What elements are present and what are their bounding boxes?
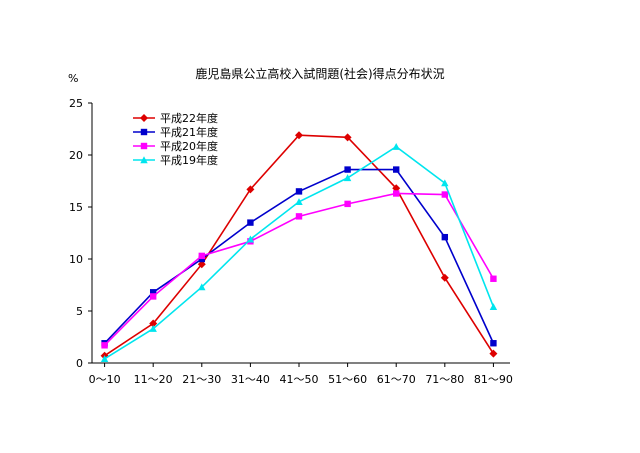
y-tick-label: 15 — [69, 201, 83, 214]
x-tick-label: 21～30 — [182, 373, 221, 386]
data-point — [149, 319, 158, 328]
series-layer — [100, 131, 498, 363]
legend-swatch-marker — [140, 142, 148, 150]
legend-entry: 平成19年度 — [133, 153, 218, 167]
y-tick-label: 10 — [69, 253, 83, 266]
y-tick-label: 20 — [69, 149, 83, 162]
legend-label: 平成21年度 — [160, 125, 218, 139]
data-point — [490, 275, 497, 282]
y-tick-label: 25 — [69, 97, 83, 110]
legend-entry: 平成22年度 — [133, 111, 218, 125]
data-point — [490, 340, 497, 347]
legend-label: 平成20年度 — [160, 139, 218, 153]
data-point — [198, 252, 205, 260]
legend-label: 平成19年度 — [160, 153, 218, 167]
data-point — [100, 355, 109, 363]
data-point — [344, 166, 351, 173]
data-point — [392, 142, 400, 150]
data-point — [441, 179, 449, 187]
data-point — [343, 133, 352, 142]
series-line — [104, 168, 495, 344]
data-point — [343, 174, 352, 182]
x-tick-label: 71～80 — [425, 373, 464, 386]
x-tick-label: 51～60 — [328, 373, 367, 386]
series-3 — [101, 190, 497, 349]
x-tick-label: 81～90 — [474, 373, 513, 386]
x-tick-label: 31～40 — [231, 373, 270, 386]
legend-label: 平成22年度 — [160, 111, 218, 125]
legend-swatch-marker — [140, 128, 148, 136]
data-point — [149, 293, 157, 300]
series-line — [104, 145, 495, 360]
data-point — [247, 219, 254, 226]
data-point — [441, 233, 449, 241]
legend-swatch-marker — [140, 114, 148, 122]
series-2 — [101, 166, 497, 347]
x-tick-label: 0～10 — [89, 373, 121, 386]
y-axis-unit-label: % — [68, 72, 78, 85]
series-1 — [100, 131, 498, 360]
data-point — [295, 198, 303, 205]
data-point — [101, 342, 108, 349]
y-tick-label: 5 — [76, 305, 83, 318]
data-point — [295, 131, 303, 140]
legend-entry: 平成21年度 — [133, 125, 218, 139]
data-point — [393, 166, 400, 173]
chart-title: 鹿児島県公立高校入試問題(社会)得点分布状況 — [195, 66, 444, 81]
x-tick-label: 61～70 — [377, 373, 416, 386]
data-point — [489, 303, 498, 311]
x-tick-label: 11～20 — [134, 373, 173, 386]
series-line — [104, 134, 495, 357]
data-point — [246, 235, 255, 243]
data-point — [489, 349, 498, 358]
x-tick-label: 41～50 — [280, 373, 319, 386]
data-point — [149, 289, 157, 296]
data-point — [149, 324, 157, 332]
y-tick-label: 0 — [76, 357, 83, 370]
data-point — [198, 283, 206, 291]
legend-swatch-marker — [140, 156, 148, 164]
data-point — [441, 191, 449, 198]
data-point — [246, 185, 255, 194]
legend-entry: 平成20年度 — [133, 139, 218, 153]
data-point — [393, 190, 400, 197]
data-point — [440, 273, 449, 282]
series-4 — [100, 142, 498, 363]
axes: 0 5 10 15 20 25 0～10 11～20 21～30 31～40 41～50 51～60 6… — [69, 97, 513, 386]
data-point — [295, 188, 303, 195]
data-point — [295, 213, 303, 220]
data-point — [344, 200, 351, 208]
